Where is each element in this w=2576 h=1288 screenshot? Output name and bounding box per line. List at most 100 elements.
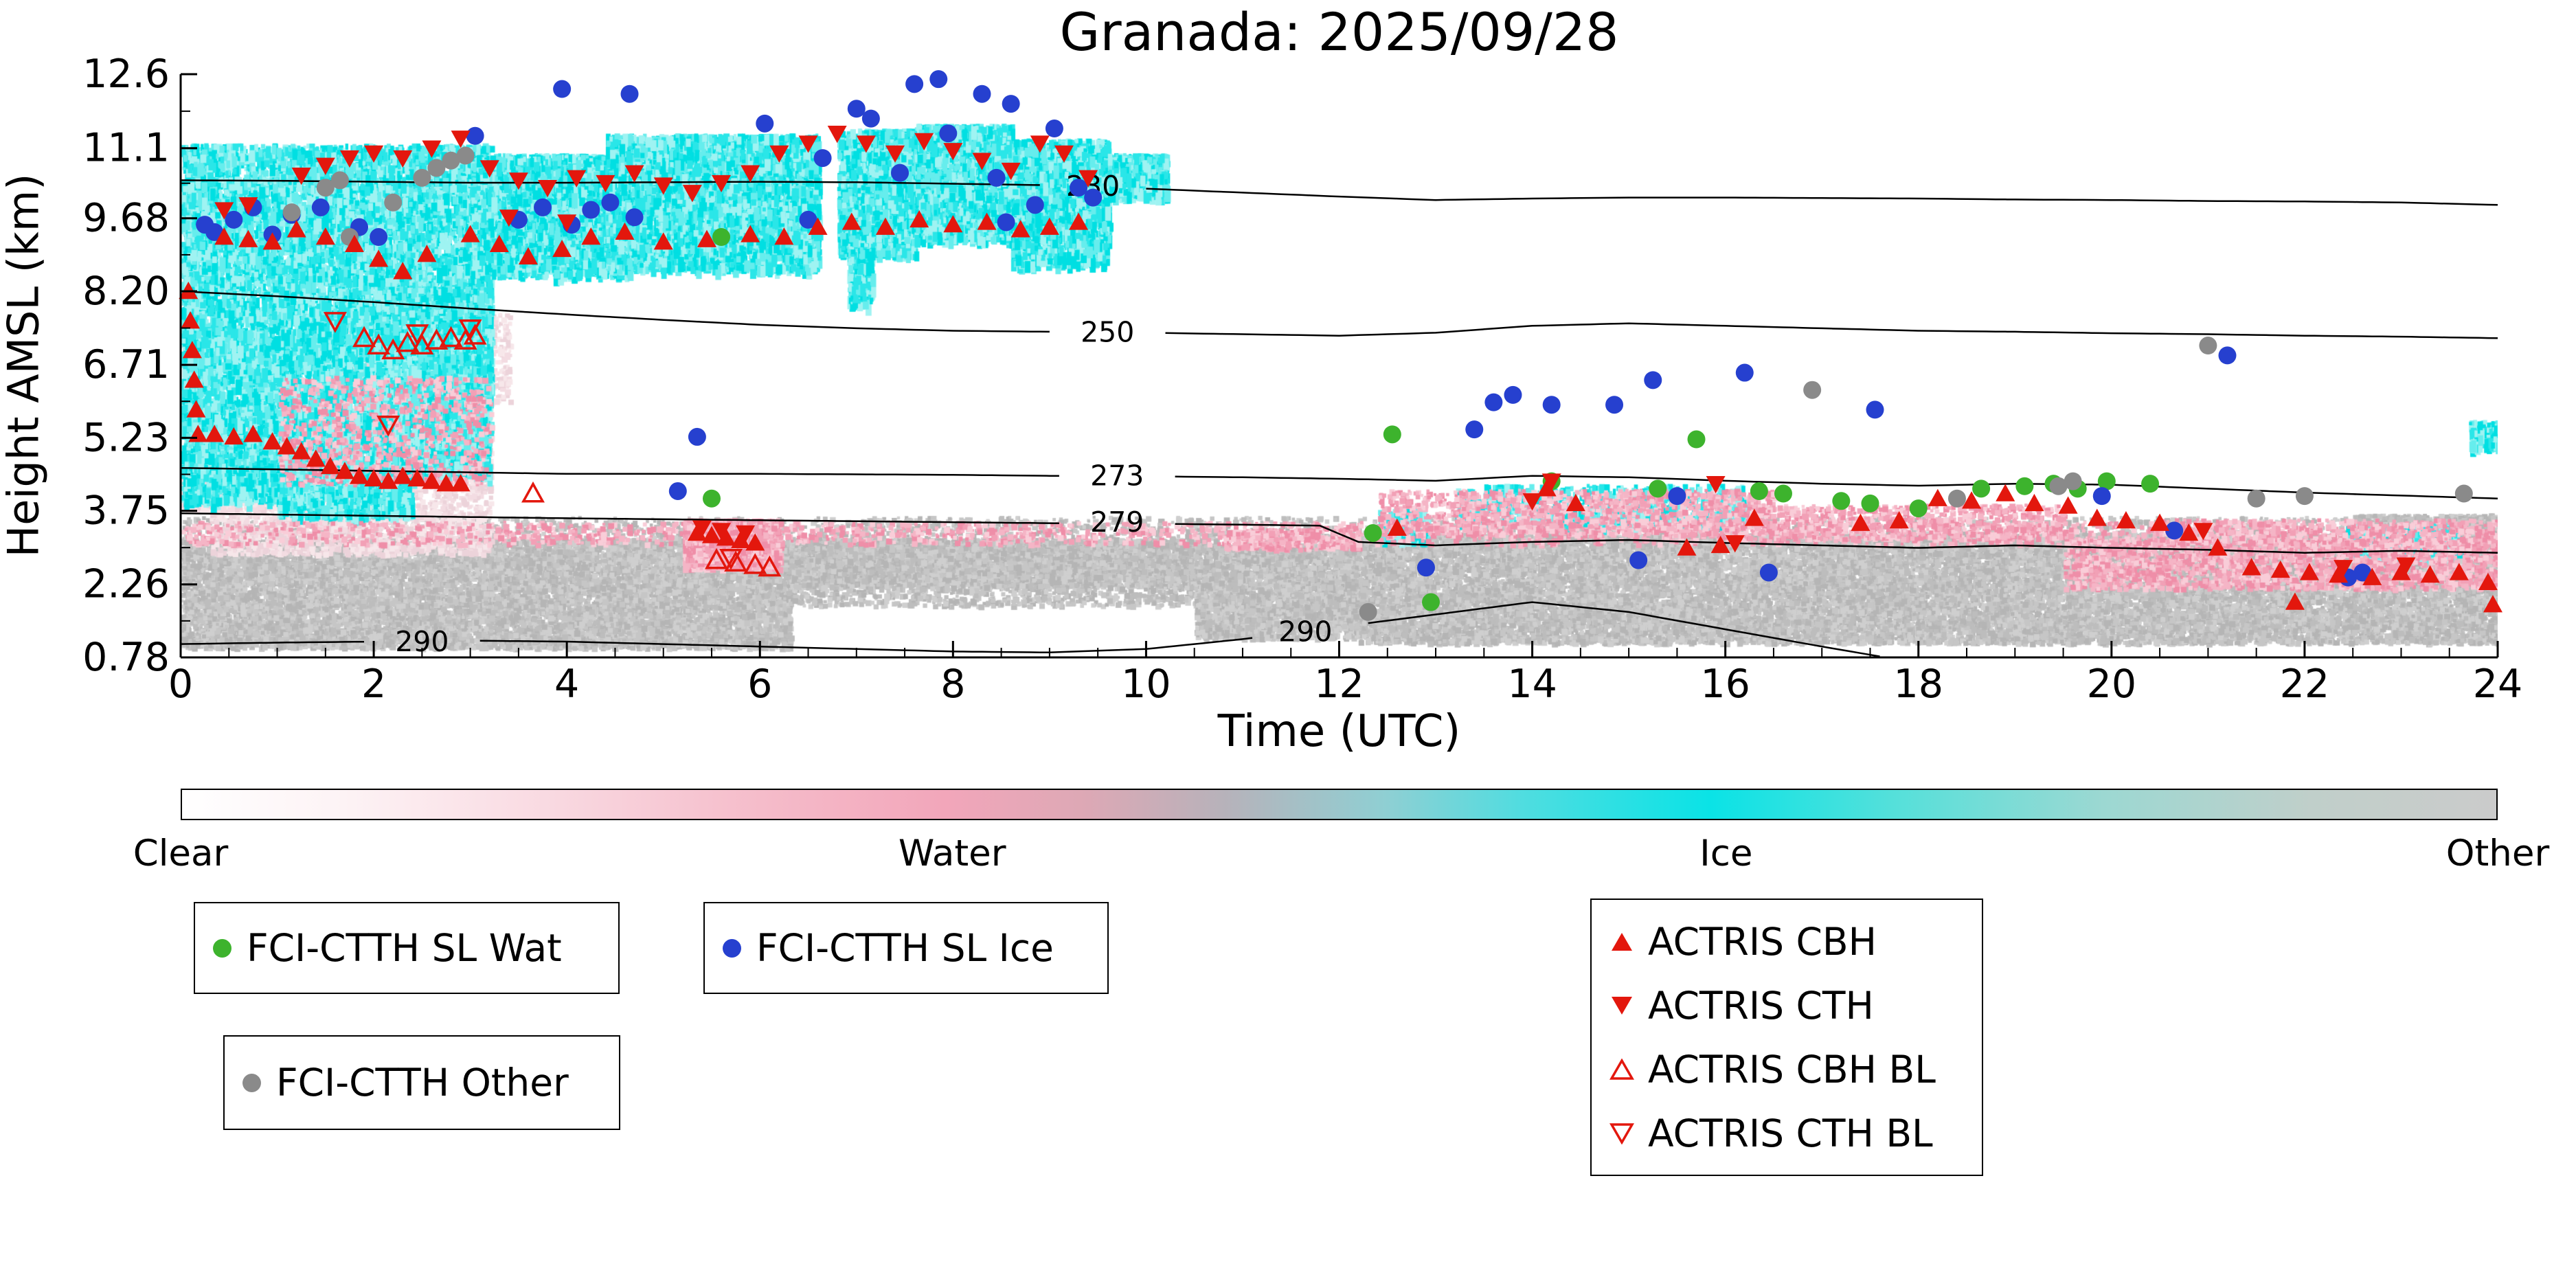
scatter-point-1 (2165, 521, 2184, 540)
scatter-point-3 (277, 437, 297, 455)
scatter-point-3 (2299, 563, 2319, 580)
contour-label-279: 279 (1090, 506, 1144, 539)
scatter-point-3 (1962, 491, 1982, 509)
scatter-point-3 (262, 232, 282, 250)
scatter-point-1 (1605, 396, 1624, 414)
colorbar-label-ice: Ice (1699, 833, 1753, 874)
scatter-point-0 (2141, 475, 2160, 493)
scatter-point-3 (2058, 496, 2078, 514)
scatter-point-3 (2478, 572, 2498, 591)
scatter-point-0 (702, 489, 721, 508)
scatter-point-4 (508, 172, 528, 190)
scatter-point-4 (712, 523, 732, 541)
scatter-point-1 (1465, 420, 1484, 439)
colorbar-labels: Clear Water Ice Other (133, 833, 2550, 874)
scatter-point-4 (451, 131, 471, 148)
scatter-point-4 (856, 135, 876, 153)
scatter-point-1 (205, 223, 224, 241)
scatter-point-3 (1710, 535, 1730, 554)
gray-dot-icon (242, 1073, 261, 1092)
scatter-point-1 (1668, 487, 1686, 506)
cbh-bl-triangle-icon (1609, 1058, 1634, 1081)
scatter-point-2 (384, 193, 403, 212)
y-tick-label: 8.20 (82, 269, 170, 314)
scatter-point-3 (2285, 592, 2305, 610)
y-tick-label: 11.1 (82, 126, 170, 171)
scatter-point-2 (2247, 489, 2266, 508)
scatter-point-4 (712, 174, 732, 193)
scatter-point-4 (653, 177, 673, 195)
scatter-point-2 (427, 159, 446, 177)
scatter-point-4 (692, 520, 712, 538)
legend-fci-sl-ice: FCI-CTTH SL Ice (703, 902, 1109, 994)
scatter-point-4 (557, 214, 577, 232)
scatter-point-1 (2218, 346, 2237, 365)
scatter-point-3 (2241, 558, 2261, 576)
scatter-point-1 (1866, 400, 1884, 419)
colorbar-label-other: Other (2445, 833, 2550, 874)
y-tick-label: 3.75 (82, 488, 170, 534)
scatter-point-0 (1774, 484, 1792, 503)
x-tick-label: 6 (747, 662, 772, 707)
scatter-point-3 (731, 530, 751, 548)
y-tick-label: 12.6 (82, 52, 170, 97)
scatter-point-3 (1387, 518, 1407, 536)
scatter-point-3 (2208, 538, 2228, 556)
scatter-point-3 (943, 215, 963, 233)
scatter-point-3 (716, 528, 736, 546)
legend-triangle-glyph (1612, 932, 1632, 951)
y-tick-label: 5.23 (82, 415, 170, 460)
colorbar-label-clear: Clear (133, 833, 229, 874)
scatter-point-3 (1039, 217, 1059, 235)
scatter-point-3 (2116, 511, 2136, 529)
scatter-point-3 (977, 212, 997, 230)
scatter-point-3 (181, 311, 201, 329)
scatter-point-3 (1010, 220, 1030, 238)
scatter-point-1 (1070, 179, 1088, 197)
scatter-point-1 (625, 208, 644, 227)
legend-label-cth: ACTRIS CTH (1648, 983, 1874, 1028)
scatter-point-4 (972, 152, 992, 170)
scatter-point-3 (741, 225, 760, 242)
x-tick-label: 20 (2087, 662, 2137, 707)
scatter-point-3 (315, 227, 335, 245)
scatter-point-2 (442, 151, 460, 170)
scatter-point-2 (2049, 477, 2068, 495)
legend-triangle-glyph (1609, 1058, 1634, 1080)
scatter-point-3 (2329, 565, 2349, 583)
scatter-point-3 (2024, 493, 2044, 512)
x-tick-label: 24 (2473, 662, 2523, 707)
x-tick-label: 12 (1314, 662, 1364, 707)
scatter-point-0 (1364, 523, 1382, 542)
scatter-point-3 (808, 217, 828, 235)
scatter-point-3 (909, 210, 929, 228)
scatter-point-1 (370, 228, 388, 247)
scatter-point-5 (396, 330, 420, 352)
scatter-point-3 (184, 370, 204, 388)
x-axis-label: Time (UTC) (1217, 706, 1461, 757)
classification-heatmap (181, 74, 2498, 657)
scatter-point-0 (712, 228, 731, 247)
scatter-point-3 (2362, 567, 2382, 585)
scatter-point-2 (2454, 484, 2473, 503)
scatter-point-4 (769, 145, 789, 163)
scatter-point-3 (344, 234, 364, 253)
scatter-point-4 (315, 157, 335, 175)
scatter-point-3 (2150, 513, 2170, 531)
scatter-point-5 (724, 550, 748, 572)
scatter-point-1 (1484, 393, 1503, 411)
scatter-point-1 (939, 124, 958, 143)
scatter-point-4 (238, 197, 258, 215)
scatter-point-1 (620, 84, 639, 103)
scatter-point-4 (827, 125, 847, 144)
contour-line-230 (180, 179, 2498, 206)
scatter-point-2 (456, 146, 475, 165)
scatter-point-4 (364, 145, 384, 163)
scatter-point-4 (2334, 560, 2353, 578)
scatter-point-1 (311, 198, 330, 216)
scatter-point-4 (1541, 473, 1561, 491)
contour-line-290 (180, 601, 1880, 657)
scatter-point-3 (1996, 484, 2015, 501)
scatter-point-4 (393, 150, 413, 168)
